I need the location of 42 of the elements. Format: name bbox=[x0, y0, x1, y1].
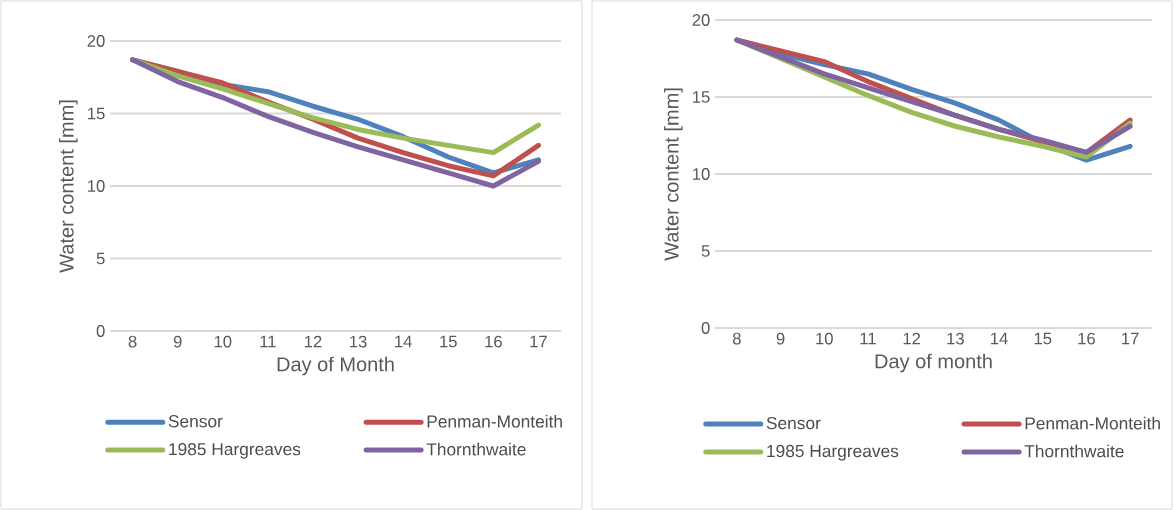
x-tick-label: 13 bbox=[350, 335, 367, 348]
legend-label: Sensor bbox=[168, 415, 223, 428]
x-tick-label: 9 bbox=[776, 332, 785, 345]
x-tick-label: 13 bbox=[947, 332, 964, 345]
x-tick-label: 8 bbox=[128, 335, 137, 348]
y-tick-label: 5 bbox=[96, 252, 105, 265]
y-tick-label: 20 bbox=[692, 14, 710, 26]
y-axis-title: Water content [mm] bbox=[663, 88, 683, 261]
x-tick-label: 15 bbox=[440, 335, 457, 348]
legend-label: Penman-Monteith bbox=[427, 414, 562, 428]
x-tick-label: 16 bbox=[1078, 332, 1095, 345]
y-tick-label: 15 bbox=[88, 107, 105, 120]
x-tick-label: 14 bbox=[991, 332, 1008, 345]
legend-label: 1985 Hargreaves bbox=[169, 443, 301, 459]
x-tick-label: 12 bbox=[304, 335, 322, 348]
y-tick-label: 10 bbox=[88, 180, 105, 192]
x-tick-label: 12 bbox=[903, 332, 921, 345]
y-tick-label: 0 bbox=[701, 322, 710, 334]
x-tick-label: 11 bbox=[260, 335, 276, 348]
legend-label: Sensor bbox=[766, 416, 821, 430]
x-axis-title: Day of month bbox=[875, 353, 992, 373]
x-tick-label: 11 bbox=[860, 332, 876, 345]
x-tick-label: 10 bbox=[214, 335, 232, 348]
legend-label: Thornthwaite bbox=[1024, 444, 1124, 458]
x-axis-title: Day of Month bbox=[277, 356, 394, 376]
x-tick-label: 15 bbox=[1034, 332, 1052, 345]
y-axis-title: Water content [mm] bbox=[58, 100, 78, 273]
y-tick-label: 5 bbox=[701, 245, 710, 257]
y-tick-label: 15 bbox=[693, 91, 710, 103]
x-tick-label: 17 bbox=[530, 335, 547, 348]
legend-label: Thornthwaite bbox=[426, 442, 526, 456]
x-tick-label: 17 bbox=[1122, 332, 1139, 345]
x-tick-label: 8 bbox=[732, 332, 741, 345]
y-tick-label: 10 bbox=[693, 168, 710, 180]
x-tick-label: 14 bbox=[395, 335, 412, 348]
x-tick-label: 10 bbox=[816, 332, 833, 345]
legend-label: Penman-Monteith bbox=[1025, 416, 1160, 430]
legend-label: 1985 Hargreaves bbox=[767, 444, 899, 461]
x-tick-label: 16 bbox=[485, 335, 502, 348]
x-tick-label: 9 bbox=[173, 335, 182, 348]
y-tick-label: 0 bbox=[96, 325, 105, 337]
y-tick-label: 20 bbox=[87, 35, 105, 47]
